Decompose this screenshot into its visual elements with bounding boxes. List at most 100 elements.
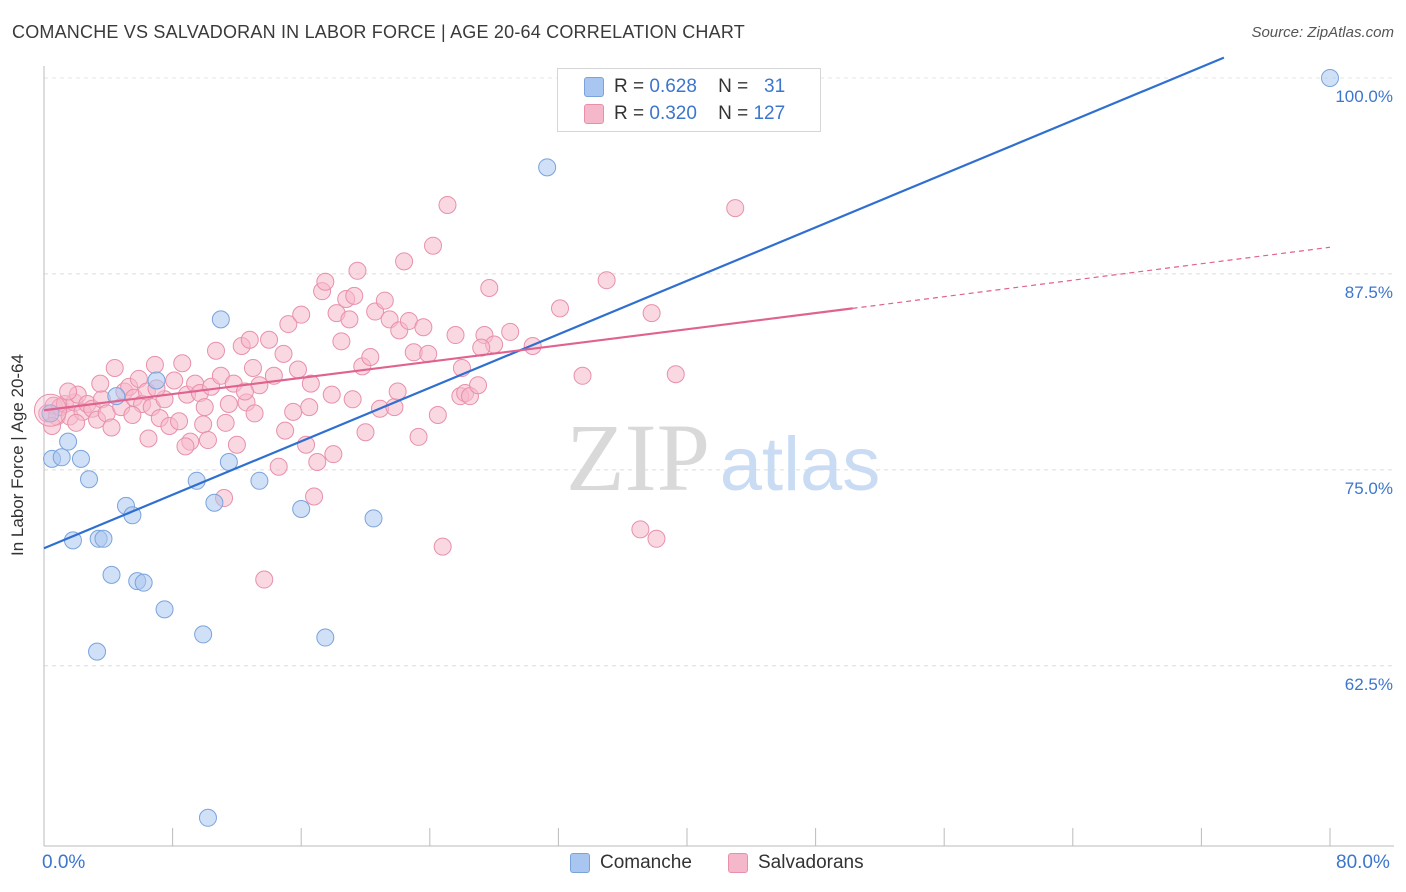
y-tick-label: 75.0% [1345, 479, 1393, 498]
comanche-swatch [570, 853, 590, 873]
salvadorans-point [284, 402, 303, 421]
legend-label: Comanche [600, 852, 692, 873]
watermark: ZIP atlas [566, 404, 880, 511]
series-legend: Comanche Salvadorans [0, 848, 1406, 882]
comanche-trendline [43, 56, 1225, 550]
comanche-point [94, 529, 113, 548]
salvadorans-point [102, 418, 121, 437]
salvadorans-point [573, 366, 592, 385]
n-label: N = [718, 76, 749, 97]
salvadorans-point [324, 445, 343, 464]
salvadorans-point [597, 271, 616, 290]
comanche-point [292, 500, 311, 519]
watermark-atlas: atlas [720, 422, 881, 507]
comanche-point [52, 448, 71, 467]
r-value: 0.628 [649, 76, 697, 97]
stats-legend: R = 0.628 N = 31 R = 0.320 N = 127 [557, 68, 821, 132]
salvadorans-point [227, 435, 246, 454]
salvadorans-point [123, 405, 142, 424]
salvadorans-point [255, 570, 274, 589]
comanche-point [147, 371, 166, 390]
salvadorans-point [245, 404, 264, 423]
salvadorans-point [105, 358, 124, 377]
salvadorans-point [501, 322, 520, 341]
comanche-point [134, 573, 153, 592]
salvadorans-swatch [584, 104, 604, 124]
comanche-point [1321, 69, 1339, 87]
salvadorans-point [260, 330, 279, 349]
salvadorans-point [414, 318, 433, 337]
salvadorans-point [276, 421, 295, 440]
comanche-point [364, 509, 383, 528]
comanche-point [88, 642, 107, 661]
salvadorans-trendline [43, 307, 853, 412]
salvadorans-point [305, 487, 324, 506]
salvadorans-point [647, 529, 666, 548]
salvadorans-point [480, 279, 499, 298]
salvadorans-point [361, 347, 380, 366]
comanche-point [316, 628, 335, 647]
n-value: 127 [753, 103, 786, 124]
salvadorans-point [356, 423, 375, 442]
salvadorans-point [631, 520, 650, 539]
r-value: 0.320 [649, 103, 697, 124]
salvadorans-point [170, 412, 189, 431]
legend-item-salvadorans[interactable]: Salvadorans [728, 852, 864, 874]
salvadorans-point [375, 291, 394, 310]
n-label: N = [718, 103, 749, 124]
salvadorans-point [240, 330, 259, 349]
salvadorans-point [198, 431, 217, 450]
salvadorans-point [195, 398, 214, 417]
salvadorans-point [433, 537, 452, 556]
chart-title: COMANCHE VS SALVADORAN IN LABOR FORCE | … [12, 22, 745, 42]
salvadorans-point [216, 413, 235, 432]
salvadorans-point [332, 332, 351, 351]
salvadorans-point [173, 354, 192, 373]
salvadorans-point [59, 382, 78, 401]
stats-row-comanche: R = 0.628 N = 31 [584, 74, 785, 100]
comanche-swatch [584, 77, 604, 97]
salvadorans-point [301, 374, 320, 393]
stats-row-salvadorans: R = 0.320 N = 127 [584, 101, 785, 127]
salvadorans-point [91, 374, 110, 393]
salvadorans-point [288, 360, 307, 379]
comanche-point [538, 158, 557, 177]
n-value: 31 [764, 76, 786, 97]
x-tick-label-min: 0.0% [42, 852, 86, 873]
salvadorans-point [469, 376, 488, 395]
salvadorans-point [438, 195, 457, 214]
salvadorans-point [316, 272, 335, 291]
comanche-point [59, 432, 78, 451]
y-tick-label: 62.5% [1345, 675, 1393, 694]
comanche-point [198, 808, 217, 827]
salvadorans-point [145, 355, 164, 374]
comanche-point [71, 449, 90, 468]
legend-item-comanche[interactable]: Comanche [570, 852, 692, 874]
y-tick-label: 87.5% [1345, 283, 1393, 302]
r-label: R = [614, 103, 645, 124]
salvadorans-point [176, 437, 195, 456]
salvadorans-point [274, 344, 293, 363]
salvadorans-point [395, 252, 414, 271]
salvadorans-swatch [728, 853, 748, 873]
salvadorans-point [340, 310, 359, 329]
legend-label: Salvadorans [758, 852, 864, 873]
comanche-point [205, 493, 224, 512]
salvadorans-point [235, 382, 254, 401]
salvadorans-point [348, 261, 367, 280]
salvadorans-point [424, 236, 443, 255]
source-label: Source: ZipAtlas.com [1251, 24, 1394, 41]
salvadorans-trendline-extension [852, 246, 1331, 309]
comanche-point [80, 470, 99, 489]
salvadorans-point [300, 398, 319, 417]
comanche-point [250, 471, 269, 490]
salvadorans-point [388, 382, 407, 401]
salvadorans-point [642, 304, 661, 323]
salvadorans-point [551, 299, 570, 318]
salvadorans-point [409, 427, 428, 446]
salvadorans-point [67, 413, 86, 432]
comanche-point [102, 565, 121, 584]
r-label: R = [614, 76, 645, 97]
salvadorans-point [343, 390, 362, 409]
